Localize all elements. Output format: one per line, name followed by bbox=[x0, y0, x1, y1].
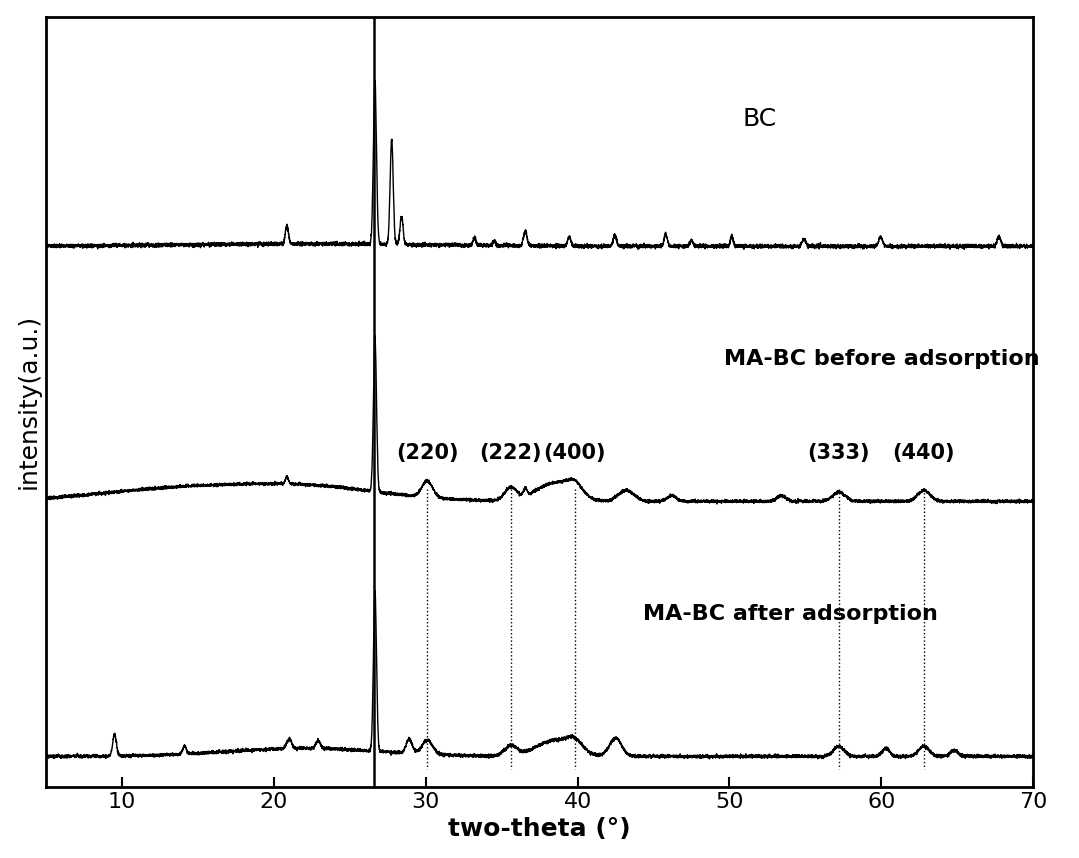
Text: (333): (333) bbox=[807, 443, 870, 463]
Text: (222): (222) bbox=[479, 443, 542, 463]
Text: (220): (220) bbox=[396, 443, 459, 463]
Text: (440): (440) bbox=[892, 443, 955, 463]
Y-axis label: intensity(a.u.): intensity(a.u.) bbox=[16, 314, 41, 489]
X-axis label: two-theta (°): two-theta (°) bbox=[449, 818, 631, 842]
Text: MA-BC before adsorption: MA-BC before adsorption bbox=[724, 348, 1039, 369]
Text: MA-BC after adsorption: MA-BC after adsorption bbox=[643, 604, 938, 624]
Text: (400): (400) bbox=[544, 443, 606, 463]
Text: BC: BC bbox=[742, 107, 777, 131]
